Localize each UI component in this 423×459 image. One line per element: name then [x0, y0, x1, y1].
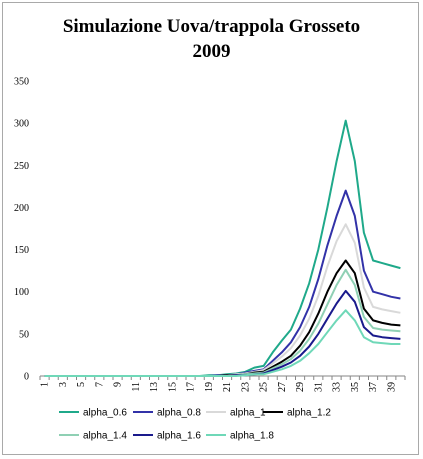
x-tick-label: 39	[386, 382, 397, 392]
x-tick-label: 27	[277, 382, 288, 392]
series-line-alpha_1	[44, 223, 401, 377]
x-tick-label: 29	[295, 382, 306, 392]
x-tick-label: 21	[222, 382, 233, 392]
x-tick-label: 23	[240, 382, 251, 392]
series-line-alpha_1.8	[44, 309, 401, 377]
legend-label: alpha_1.6	[157, 431, 201, 442]
chart-title: Simulazione Uova/trappola Grosseto 2009	[0, 14, 423, 64]
y-tick-label: 200	[14, 203, 29, 214]
legend-label: alpha_1	[230, 408, 266, 419]
x-tick-label: 19	[204, 382, 215, 392]
legend-label: alpha_1.4	[83, 431, 127, 442]
x-tick-label: 17	[186, 382, 197, 392]
x-tick-label: 3	[58, 382, 69, 387]
legend-label: alpha_1.8	[230, 431, 274, 442]
series-line-alpha_1.2	[44, 259, 401, 377]
x-tick-label: 7	[94, 382, 105, 387]
x-tick-label: 33	[332, 382, 343, 392]
y-tick-label: 250	[14, 161, 29, 172]
legend-label: alpha_0.8	[157, 408, 201, 419]
y-tick-label: 0	[24, 372, 29, 383]
y-tick-label: 300	[14, 119, 29, 130]
legend: alpha_0.6 alpha_0.8 alpha_1 alpha_1.2 alpha_…	[59, 408, 331, 442]
x-tick-label: 9	[113, 382, 124, 387]
x-tick-label: 25	[259, 382, 270, 392]
y-tick-label: 150	[14, 245, 29, 256]
y-tick-label: 100	[14, 287, 29, 298]
series-layer	[44, 119, 401, 377]
series-line-alpha_0.8	[44, 189, 401, 377]
x-tick-label: 15	[167, 382, 178, 392]
x-tick-label: 31	[313, 382, 324, 392]
legend-label: alpha_1.2	[287, 408, 331, 419]
x-tick-label: 35	[350, 382, 361, 392]
chart-title-line1: Simulazione Uova/trappola Grosseto	[62, 16, 361, 37]
x-tick-label: 11	[131, 382, 142, 392]
x-tick-label: 13	[149, 382, 160, 392]
legend-label: alpha_0.6	[83, 408, 127, 419]
x-tick-label: 5	[76, 382, 87, 387]
x-tick-label: 37	[368, 382, 379, 392]
y-tick-label: 350	[14, 77, 29, 88]
y-tick-label: 50	[19, 329, 29, 340]
series-line-alpha_1.6	[44, 289, 401, 377]
chart-frame	[2, 2, 419, 455]
x-tick-label: 1	[40, 382, 51, 387]
series-line-alpha_0.6	[44, 119, 401, 377]
chart-title-line2: 2009	[192, 41, 231, 62]
series-line-alpha_1.4	[44, 268, 401, 377]
